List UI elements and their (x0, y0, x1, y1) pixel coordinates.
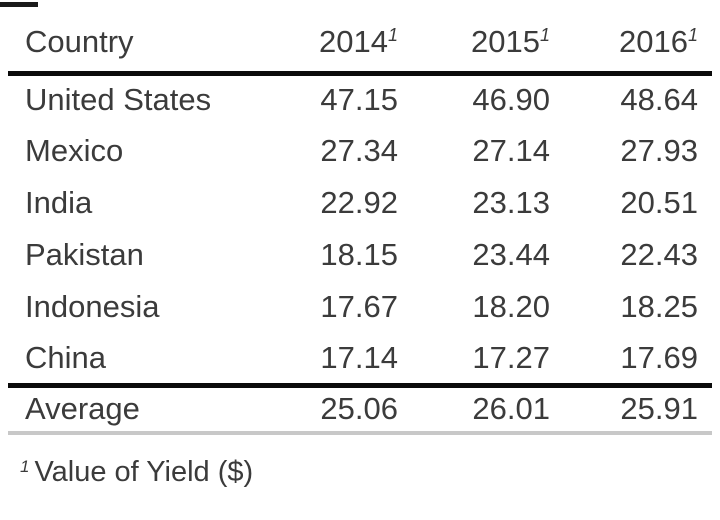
value-cell: 17.69 (620, 339, 698, 375)
value-cell: 23.44 (472, 237, 550, 272)
country-cell: Indonesia (25, 289, 160, 324)
table-body: United States 47.15 46.90 48.64 Mexico 27.34 2… (8, 73, 712, 385)
value-cell: 17.14 (320, 339, 398, 375)
column-header-country: Country (8, 0, 262, 76)
country-cell: Pakistan (25, 237, 144, 272)
value-cell: 46.90 (472, 82, 550, 118)
table-row: Pakistan 18.15 23.44 22.43 (8, 229, 712, 281)
average-row: Average 25.06 26.01 25.91 (8, 382, 712, 435)
footnote-text: Value of Yield ($) (34, 456, 254, 488)
footnote-marker-icon: 1 (687, 25, 698, 46)
value-cell: 22.92 (320, 185, 398, 220)
value-cell: 17.27 (472, 339, 550, 375)
average-value-2014: 25.06 (262, 382, 412, 435)
average-value-2015: 26.01 (412, 382, 564, 435)
country-cell: Mexico (25, 133, 124, 168)
value-cell: 27.34 (320, 133, 398, 168)
value-cell: 48.64 (620, 82, 698, 118)
year-label: 2015 (471, 24, 540, 60)
country-cell: United States (25, 82, 212, 118)
value-cell: 18.25 (620, 289, 698, 324)
column-header-country-label: Country (25, 24, 134, 60)
column-header-2014: 20141 (262, 0, 412, 76)
value-cell: 20.51 (620, 185, 698, 220)
yield-table: Country 20141 20151 20161 United States 4… (8, 0, 712, 435)
average-label: Average (8, 382, 262, 435)
footnote-marker-icon: 1 (20, 457, 30, 476)
table-row: Mexico 27.34 27.14 27.93 (8, 125, 712, 177)
table-row: Indonesia 17.67 18.20 18.25 (8, 281, 712, 333)
average-value-2016: 25.91 (564, 382, 712, 435)
table-row: United States 47.15 46.90 48.64 (8, 73, 712, 125)
value-cell: 47.15 (320, 82, 398, 118)
value-cell: 22.43 (620, 237, 698, 272)
footnote-marker-icon: 1 (539, 25, 550, 46)
column-header-2016: 20161 (564, 0, 712, 76)
country-cell: India (25, 185, 93, 220)
value-cell: 27.93 (620, 133, 698, 168)
table-row: India 22.92 23.13 20.51 (8, 177, 712, 229)
value-cell: 23.13 (472, 185, 550, 220)
footnote: 1 Value of Yield ($) (20, 456, 253, 489)
value-cell: 18.20 (472, 289, 550, 324)
value-cell: 27.14 (472, 133, 550, 168)
column-header-2015: 20151 (412, 0, 564, 76)
country-cell: China (25, 339, 106, 375)
footnote-marker-icon: 1 (387, 25, 398, 46)
year-label: 2016 (619, 24, 688, 60)
value-cell: 18.15 (320, 237, 398, 272)
year-label: 2014 (319, 24, 388, 60)
table-row: China 17.14 17.27 17.69 (8, 333, 712, 385)
value-cell: 17.67 (320, 289, 398, 324)
header-row: Country 20141 20151 20161 (8, 0, 712, 76)
